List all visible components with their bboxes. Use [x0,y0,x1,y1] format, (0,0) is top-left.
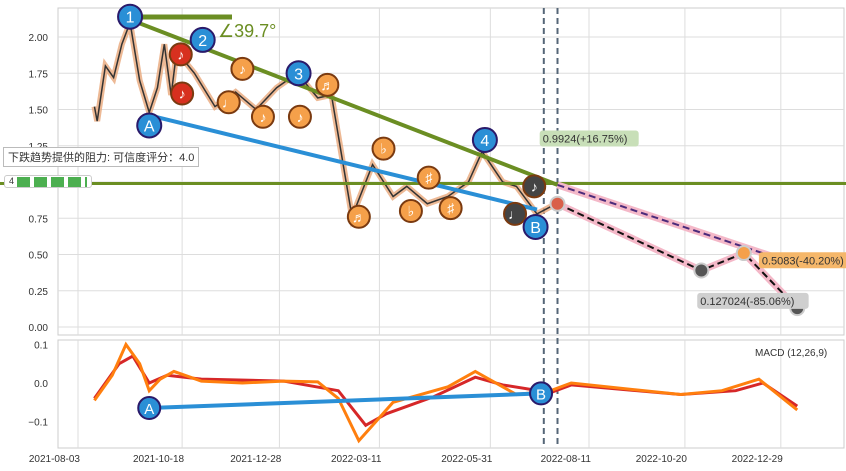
note-marker [315,72,340,97]
macd-y-tick-label: 0.0 [34,379,48,390]
pivot-label: 3 [294,66,303,83]
price-panel-frame [57,7,845,336]
pivot-label-marker [471,126,498,153]
x-tick-label: 2022-08-11 [541,454,592,465]
note-marker-symbol: ♪ [259,109,266,125]
note-marker-symbol: ♪ [179,86,186,102]
x-tick-label: 2022-05-31 [441,454,493,465]
x-tick-label: 2022-03-11 [331,454,382,465]
projection-upper-line [557,183,798,266]
pivot-label: 2 [198,33,207,50]
note-marker [230,56,255,81]
pivot-label-marker [117,3,144,30]
x-tick-label: 2021-10-18 [133,454,185,465]
x-tick-label: 2021-12-28 [230,454,282,465]
note-marker [522,174,547,199]
note-marker-symbol: ♭ [380,141,387,157]
macd-panel-frame [57,339,845,449]
score-value: 4 [9,176,15,186]
projection-point [693,262,710,279]
pivot-label: 4 [480,133,489,150]
note-marker-symbol: ♬ [352,209,366,225]
projection-point [549,195,566,212]
resistance-tooltip: 下跌趋势提供的阻力: 可信度评分：4.0 [3,147,200,167]
note-marker [216,90,241,115]
note-marker-symbol: ♪ [239,61,246,77]
y-tick-label: 0.00 [29,323,49,334]
note-marker-symbol: ♬ [320,77,334,93]
y-tick-label: 1.50 [29,106,49,117]
x-tick-label: 2021-08-03 [29,454,81,465]
note-marker-symbol: ♯ [447,200,455,216]
macd-y-tick-label: −0.1 [28,418,48,429]
note-marker [503,201,528,226]
macd-dif-line [93,341,799,444]
pivot-label: 1 [126,10,135,27]
note-marker-symbol: ♪ [531,178,538,194]
price-annotation-box [539,130,639,147]
price-annotation: 0.9924(+16.75%) [543,134,628,146]
note-marker [168,42,193,67]
pivot-label: A [144,118,155,135]
macd-label-marker [529,381,554,406]
price-annotation: 0.5083(-40.20%) [762,255,844,267]
macd-label: A [144,401,154,418]
pivot-label-marker [136,112,163,139]
score-icons [16,176,87,187]
pivot-label-marker [522,213,549,240]
support-trendline [148,113,538,212]
note-marker [250,104,275,129]
price-annotation: 0.127024(-85.06%) [700,296,794,308]
x-tick-label: 2022-12-29 [732,454,784,465]
macd-dea-line [93,354,799,428]
note-marker [416,165,441,190]
note-marker-symbol: ♩ [222,94,236,110]
y-tick-label: 0.75 [29,214,49,225]
macd-label: B [536,386,546,403]
pivot-label-marker [189,26,216,53]
note-marker-symbol: ♪ [177,46,184,62]
note-marker-symbol: ♯ [425,170,433,186]
note-marker [346,204,371,229]
macd-legend: MACD (12,26,9) [755,348,827,359]
y-tick-label: 0.25 [29,287,49,298]
price-annotation-box [758,252,846,269]
pivot-label: B [530,220,541,237]
note-marker [287,104,312,129]
pivot-label-marker [285,60,312,87]
note-marker-symbol: ♩ [508,206,522,222]
note-marker [371,136,396,161]
x-tick-label: 2022-10-20 [636,454,688,465]
macd-label-marker [137,396,162,421]
note-marker-symbol: ♭ [408,203,415,219]
note-marker [438,196,463,221]
projection-point [735,245,752,262]
note-marker-symbol: ♪ [296,109,303,125]
macd-support-trendline [149,391,542,411]
macd-y-tick-label: 0.1 [34,341,48,352]
projection-lower-line [557,202,798,309]
score-badge: 4 [4,175,92,188]
note-marker [398,199,423,223]
y-tick-label: 0.50 [29,251,49,262]
note-marker [170,81,195,106]
angle-label: ∠39.7° [218,21,276,41]
y-tick-label: 2.00 [29,33,49,44]
price-annotation-box [697,292,809,309]
y-tick-label: 1.75 [29,69,49,80]
